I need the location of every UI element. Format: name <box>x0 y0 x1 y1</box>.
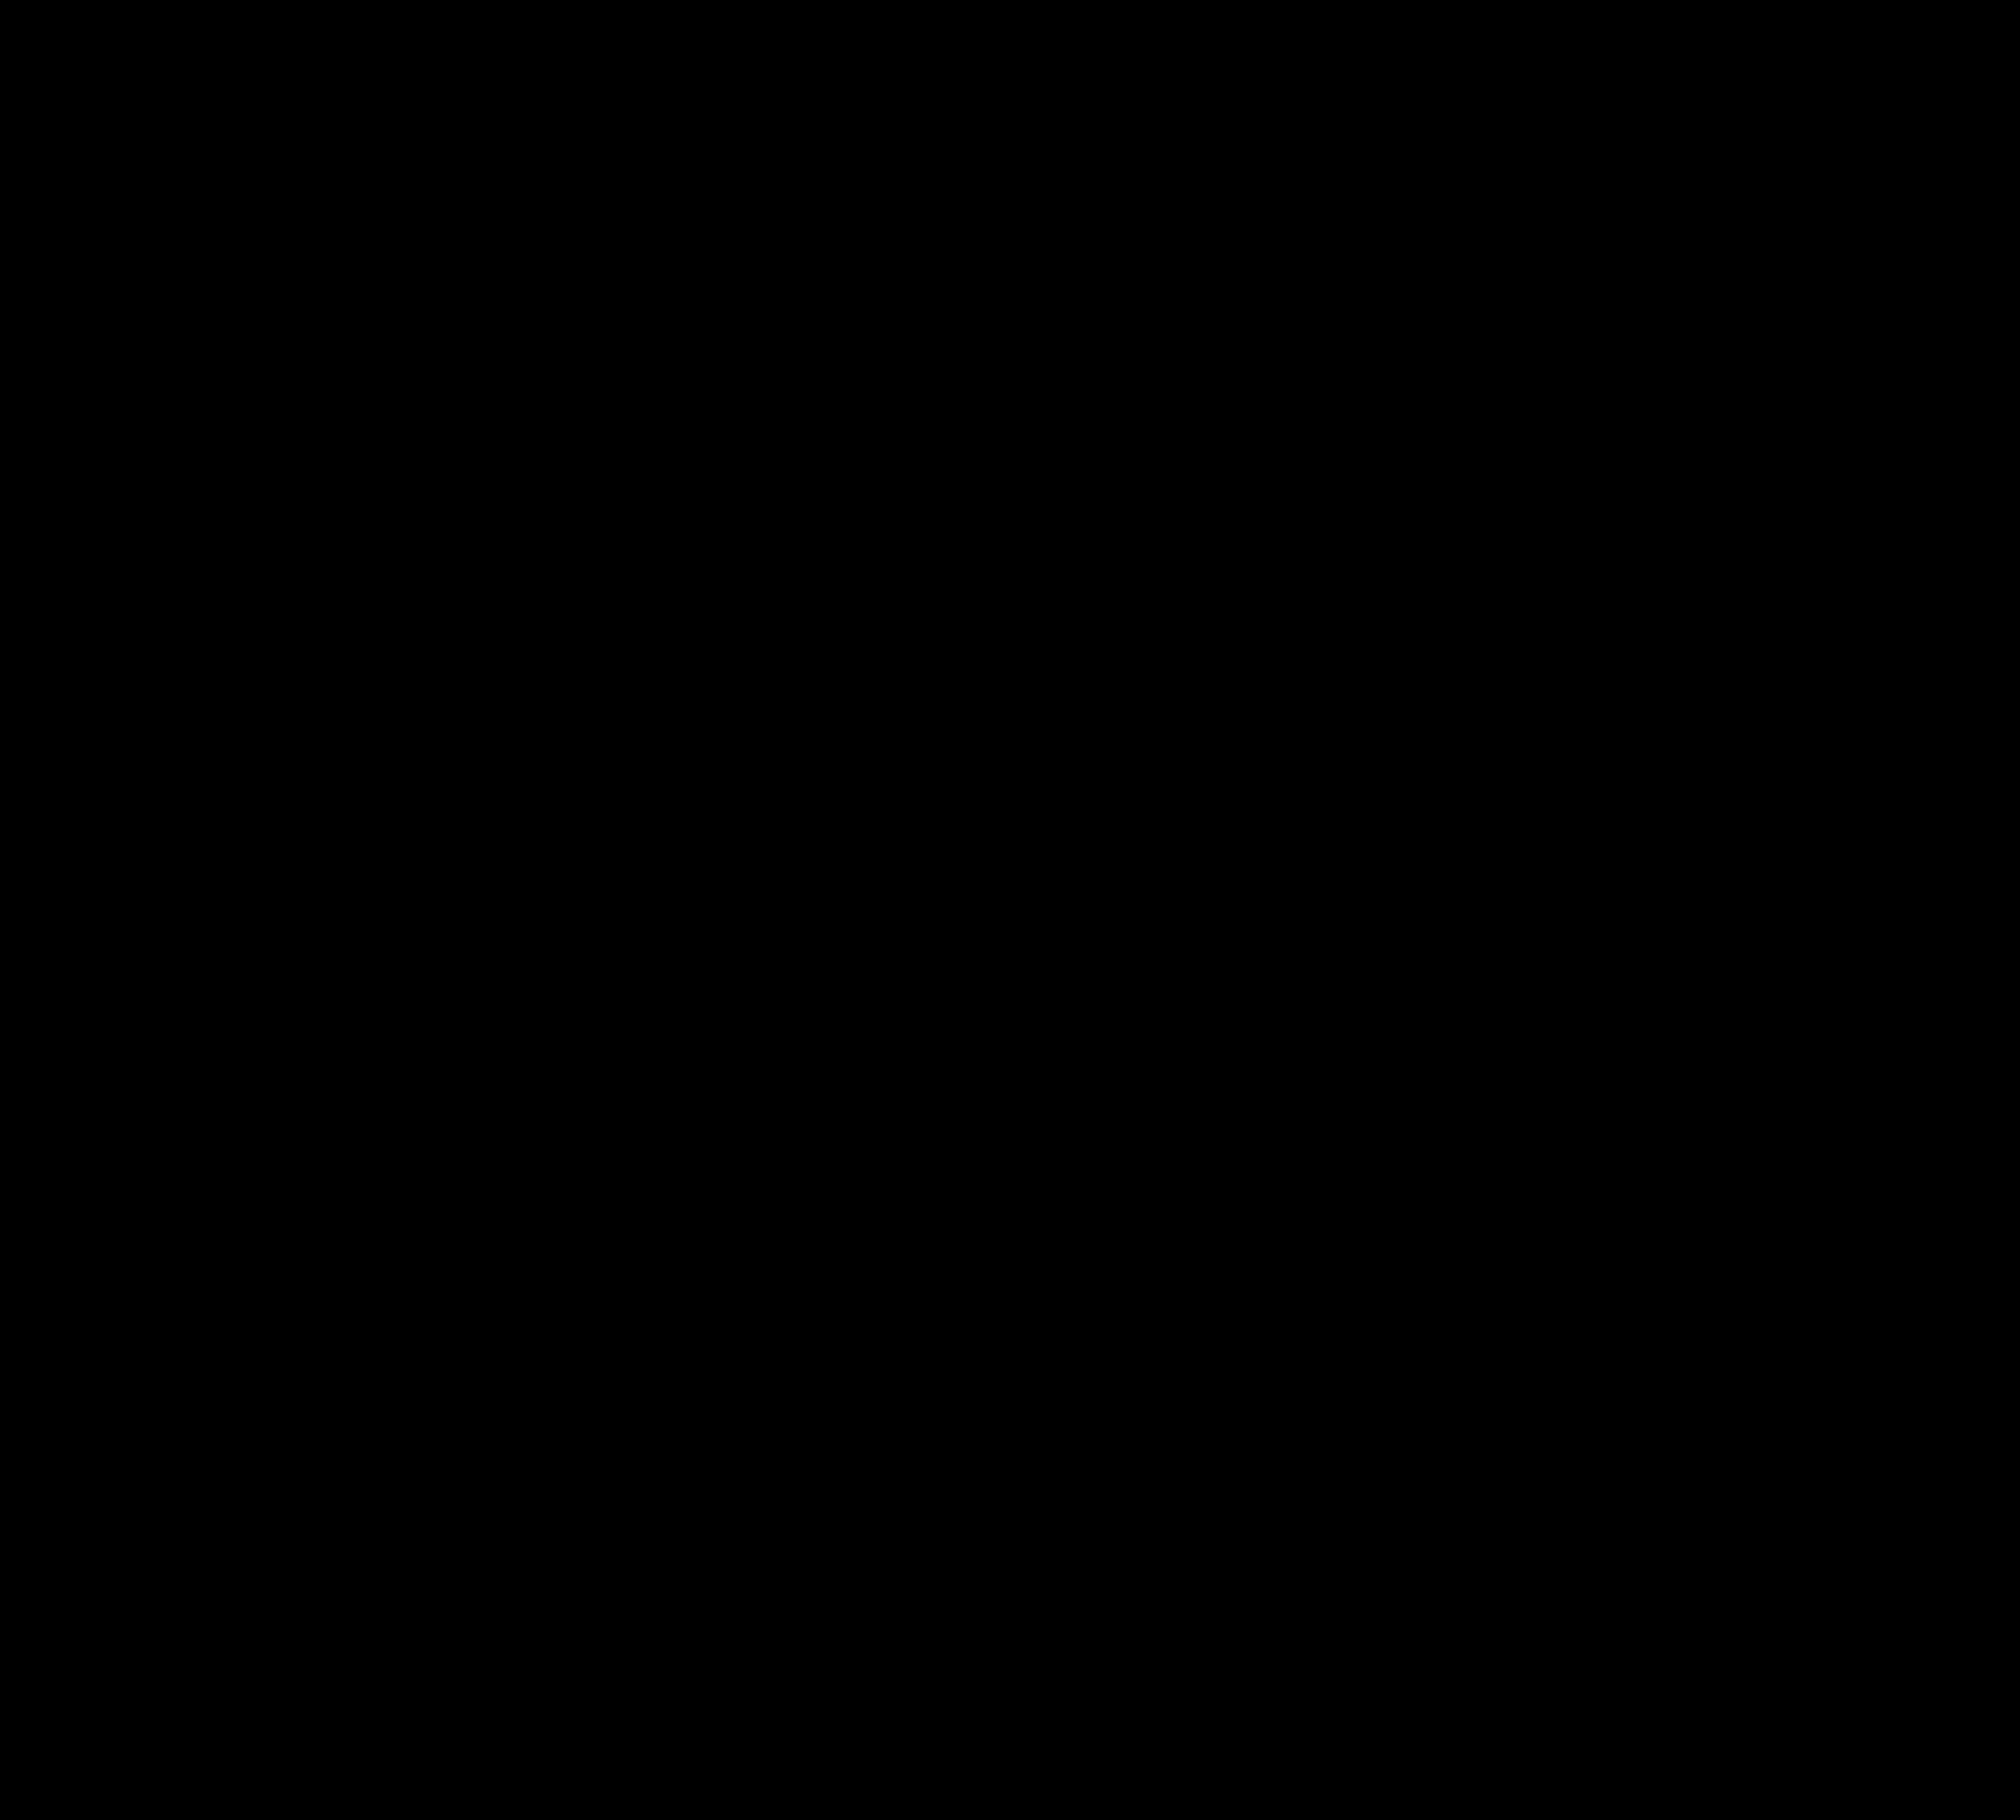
edgeleap-branding <box>159 1705 508 1819</box>
network-canvas-disease-risk <box>1012 149 1850 906</box>
network-canvas-disease-classes <box>1012 912 1850 1669</box>
edgeleap-node-blue-icon <box>272 1735 294 1757</box>
edgeleap-node-green-icon <box>302 1747 318 1764</box>
cytoscape-glyph-icon <box>1683 1730 1726 1778</box>
network-canvas-ingredient-disease <box>167 149 1005 906</box>
panel-disease-classes <box>1012 912 1850 1669</box>
panel-grid <box>160 143 1857 1675</box>
cytoscape-branding <box>1678 1705 2014 1799</box>
panel-disease-risk <box>1012 149 1850 906</box>
edgeleap-node-orange-icon <box>272 1709 286 1724</box>
cytoscape-logo-icon <box>1683 1730 1726 1778</box>
edgeleap-node-magenta-icon <box>297 1720 312 1735</box>
edgeleap-swoosh <box>168 1759 274 1782</box>
network-canvas-nutrient-classes <box>167 912 1005 1669</box>
panel-ingredient-disease <box>167 149 1005 906</box>
edgeleap-logo-icon <box>168 1709 318 1782</box>
panel-nutrient-classes <box>167 912 1005 1669</box>
